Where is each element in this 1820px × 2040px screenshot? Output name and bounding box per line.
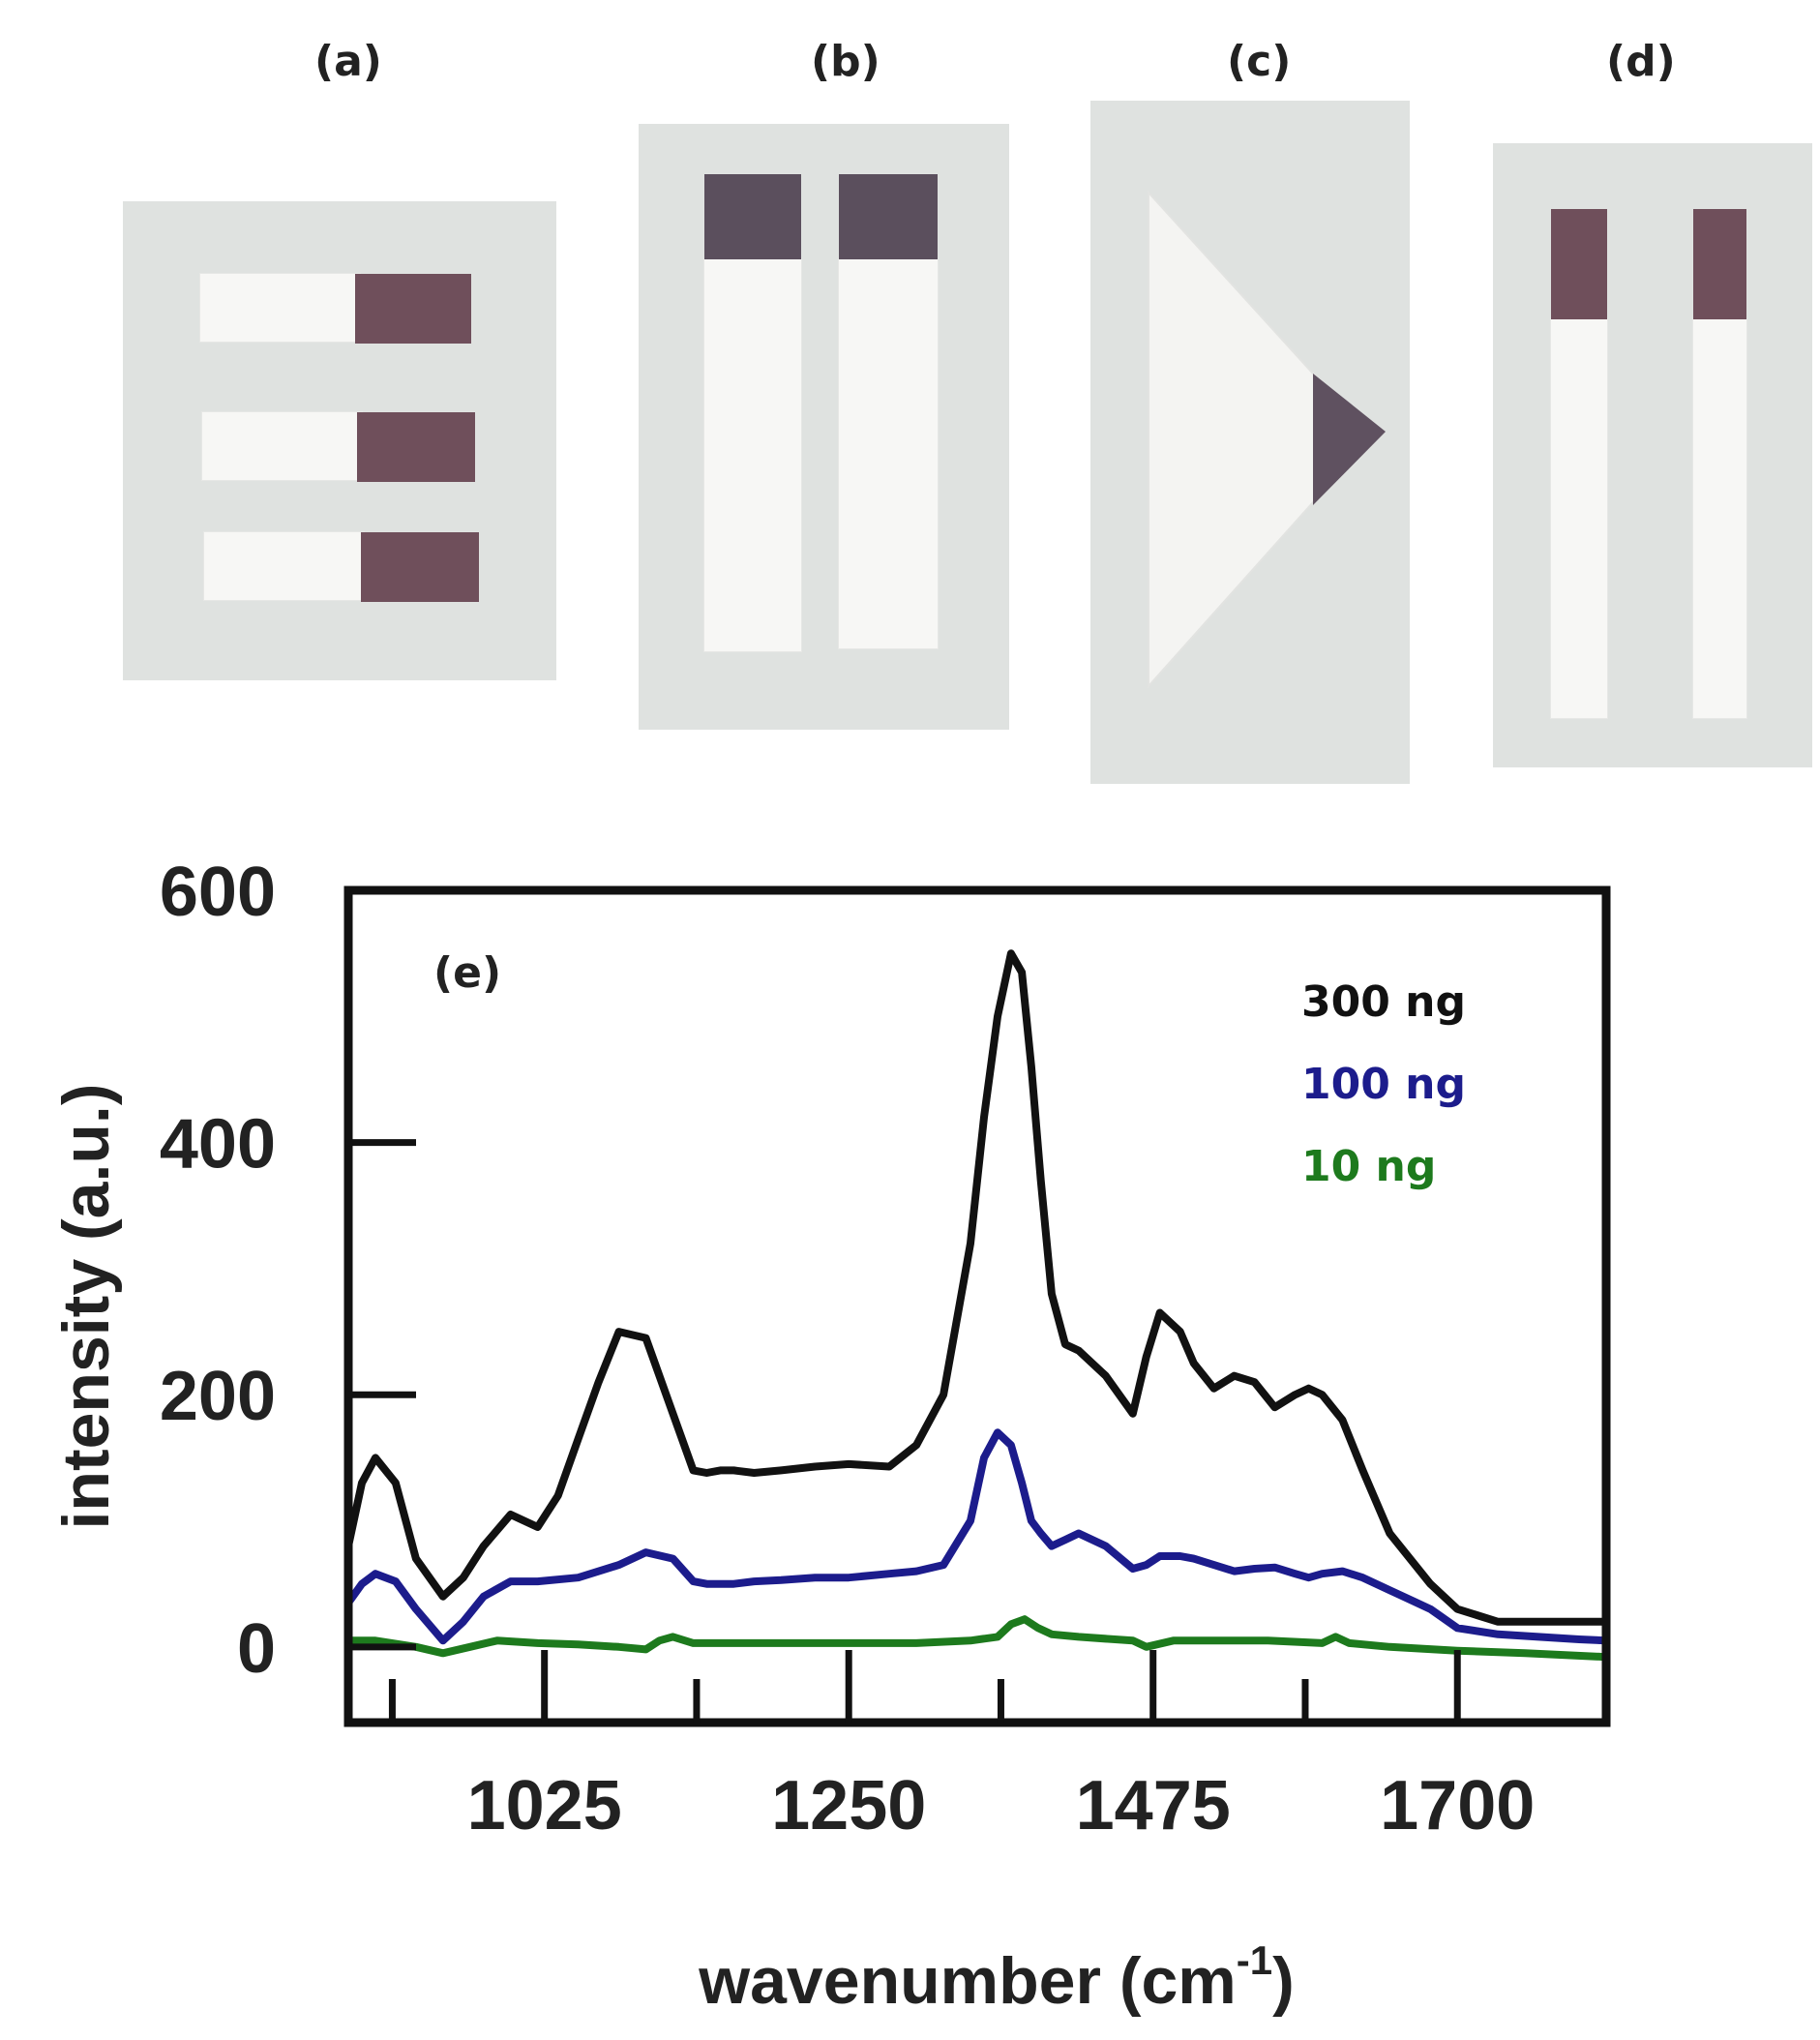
series-line-10-ng	[348, 1615, 1607, 1662]
y-tick-label: 600	[160, 854, 276, 931]
x-tick-label: 1475	[1076, 1767, 1231, 1845]
strip-b1-pad	[704, 174, 801, 259]
legend-entry-10-ng: 10 ng	[1301, 1142, 1436, 1191]
series-layer	[344, 949, 1607, 1662]
strip-d1-paper	[1551, 319, 1607, 718]
y-tick-label: 400	[160, 1106, 276, 1184]
y-axis-label: intensity (a.u.)	[49, 1084, 123, 1530]
chart-panel-label: (e)	[433, 948, 501, 998]
strip-a1-paper	[200, 274, 360, 342]
series-line-100-ng	[344, 1428, 1607, 1645]
photo-label-c: (c)	[1227, 37, 1292, 86]
strip-b2-pad	[839, 174, 938, 259]
strip-a2-paper	[202, 412, 362, 480]
triangle-paper	[1148, 190, 1386, 689]
strip-d2-pad	[1693, 209, 1746, 319]
photo-label-a: (a)	[314, 37, 382, 86]
strip-a3-paper	[204, 532, 364, 600]
legend: 300 ng 100 ng 10 ng	[1301, 977, 1466, 1191]
photo-d	[1493, 143, 1812, 767]
strip-a3-pad	[361, 532, 479, 602]
x-tick-label: 1250	[771, 1767, 926, 1845]
strip-b1-paper	[704, 259, 801, 651]
legend-entry-300-ng: 300 ng	[1301, 977, 1466, 1027]
x-axis-label-close: )	[1272, 1944, 1295, 2018]
x-axis-label-superscript: -1	[1237, 1937, 1272, 1983]
series-line-300-ng	[344, 949, 1606, 1626]
legend-entry-100-ng: 100 ng	[1301, 1060, 1466, 1109]
photo-c	[1090, 101, 1410, 784]
photo-label-b: (b)	[811, 37, 880, 86]
strip-d2-paper	[1693, 319, 1746, 718]
photo-a	[123, 201, 556, 680]
strip-d1-pad	[1551, 209, 1607, 319]
y-tick-label: 200	[160, 1358, 276, 1435]
strip-a1-pad	[355, 274, 471, 344]
x-tick-label: 1025	[467, 1767, 622, 1845]
triangle-pad	[1313, 374, 1386, 505]
strip-b2-paper	[839, 259, 938, 648]
y-tick-label: 0	[237, 1610, 276, 1688]
strip-a2-pad	[357, 412, 475, 482]
photo-label-d: (d)	[1606, 37, 1676, 86]
x-tick-label: 1700	[1380, 1767, 1535, 1845]
plot-frame	[343, 885, 1611, 1727]
x-axis-label-main: wavenumber (cm	[698, 1944, 1237, 2018]
x-axis-label: wavenumber (cm-1)	[698, 1937, 1295, 2018]
photo-b	[639, 124, 1009, 730]
tick-layer: 0 200 400 600 1025 1250 1475 1700	[160, 854, 1535, 1845]
